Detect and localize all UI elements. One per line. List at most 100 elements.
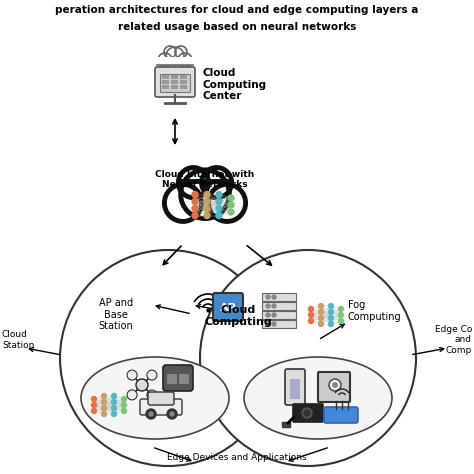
Circle shape <box>127 370 137 380</box>
Circle shape <box>204 199 210 204</box>
FancyBboxPatch shape <box>162 80 169 84</box>
Circle shape <box>329 379 341 391</box>
FancyBboxPatch shape <box>213 293 243 321</box>
Circle shape <box>272 313 276 317</box>
Circle shape <box>272 295 276 299</box>
Circle shape <box>216 206 222 211</box>
Circle shape <box>319 321 323 327</box>
Circle shape <box>319 310 323 315</box>
FancyBboxPatch shape <box>324 407 358 423</box>
Circle shape <box>272 322 276 326</box>
Bar <box>180 182 230 194</box>
Circle shape <box>201 167 232 198</box>
Circle shape <box>111 405 117 410</box>
Circle shape <box>146 409 156 419</box>
Circle shape <box>121 396 127 401</box>
Circle shape <box>228 195 234 201</box>
Circle shape <box>192 199 198 204</box>
Circle shape <box>158 53 172 67</box>
Text: Cloud Internet with
Nerual Networks: Cloud Internet with Nerual Networks <box>155 170 255 190</box>
Text: peration architectures for cloud and edge computing layers a: peration architectures for cloud and edg… <box>55 5 419 15</box>
FancyBboxPatch shape <box>262 320 296 328</box>
Text: Cloud
Computing: Cloud Computing <box>204 305 272 327</box>
Text: Edge Devices and Applications: Edge Devices and Applications <box>167 453 307 462</box>
Circle shape <box>204 212 210 219</box>
Circle shape <box>216 199 222 204</box>
Circle shape <box>338 307 344 311</box>
Text: Edge Co
and
Comp: Edge Co and Comp <box>435 325 472 355</box>
Circle shape <box>149 412 153 416</box>
FancyBboxPatch shape <box>282 422 290 427</box>
Circle shape <box>309 307 313 311</box>
Circle shape <box>332 382 338 388</box>
Circle shape <box>272 304 276 308</box>
Circle shape <box>111 400 117 404</box>
Circle shape <box>91 402 97 408</box>
FancyBboxPatch shape <box>171 75 178 79</box>
Circle shape <box>167 409 177 419</box>
Circle shape <box>147 390 157 400</box>
FancyBboxPatch shape <box>155 67 195 97</box>
Circle shape <box>101 411 107 417</box>
Text: Cloud
Station: Cloud Station <box>2 330 35 350</box>
Circle shape <box>136 379 148 391</box>
FancyBboxPatch shape <box>285 369 305 405</box>
Circle shape <box>170 412 174 416</box>
Circle shape <box>111 411 117 417</box>
Circle shape <box>181 170 229 219</box>
Circle shape <box>338 312 344 318</box>
FancyBboxPatch shape <box>318 372 350 402</box>
FancyBboxPatch shape <box>171 80 178 84</box>
Circle shape <box>204 206 210 211</box>
FancyBboxPatch shape <box>148 392 174 405</box>
Circle shape <box>266 322 270 326</box>
Circle shape <box>266 295 270 299</box>
Circle shape <box>309 319 313 323</box>
FancyBboxPatch shape <box>163 365 193 391</box>
Circle shape <box>91 396 97 401</box>
Circle shape <box>338 319 344 323</box>
FancyBboxPatch shape <box>160 74 190 92</box>
Circle shape <box>164 184 201 221</box>
Circle shape <box>192 212 198 219</box>
Circle shape <box>121 402 127 408</box>
Circle shape <box>302 408 312 418</box>
Circle shape <box>175 46 187 58</box>
Circle shape <box>216 191 222 198</box>
FancyBboxPatch shape <box>167 374 177 384</box>
Circle shape <box>192 191 198 198</box>
Circle shape <box>266 304 270 308</box>
Circle shape <box>328 303 334 309</box>
FancyBboxPatch shape <box>262 302 296 310</box>
Circle shape <box>309 312 313 318</box>
Circle shape <box>228 202 234 208</box>
Text: Cloud
Computing
Center: Cloud Computing Center <box>203 68 267 101</box>
Circle shape <box>60 250 276 466</box>
Circle shape <box>216 212 222 219</box>
Circle shape <box>209 184 246 221</box>
FancyBboxPatch shape <box>290 379 300 399</box>
Circle shape <box>204 191 210 198</box>
Text: Fog
Computing: Fog Computing <box>348 300 401 321</box>
Circle shape <box>147 370 157 380</box>
Circle shape <box>164 46 176 58</box>
Circle shape <box>319 316 323 320</box>
Circle shape <box>228 209 234 215</box>
Circle shape <box>101 393 107 399</box>
Circle shape <box>101 405 107 410</box>
Circle shape <box>91 409 97 413</box>
Circle shape <box>304 410 310 416</box>
Circle shape <box>111 393 117 399</box>
Circle shape <box>328 321 334 327</box>
Ellipse shape <box>81 357 229 439</box>
Circle shape <box>101 400 107 404</box>
FancyBboxPatch shape <box>162 75 169 79</box>
Circle shape <box>319 303 323 309</box>
Circle shape <box>200 250 416 466</box>
FancyBboxPatch shape <box>262 311 296 319</box>
FancyBboxPatch shape <box>262 293 296 301</box>
FancyBboxPatch shape <box>179 374 189 384</box>
FancyBboxPatch shape <box>162 85 169 89</box>
FancyBboxPatch shape <box>180 85 187 89</box>
Text: AP and
Base
Station: AP and Base Station <box>99 298 133 331</box>
